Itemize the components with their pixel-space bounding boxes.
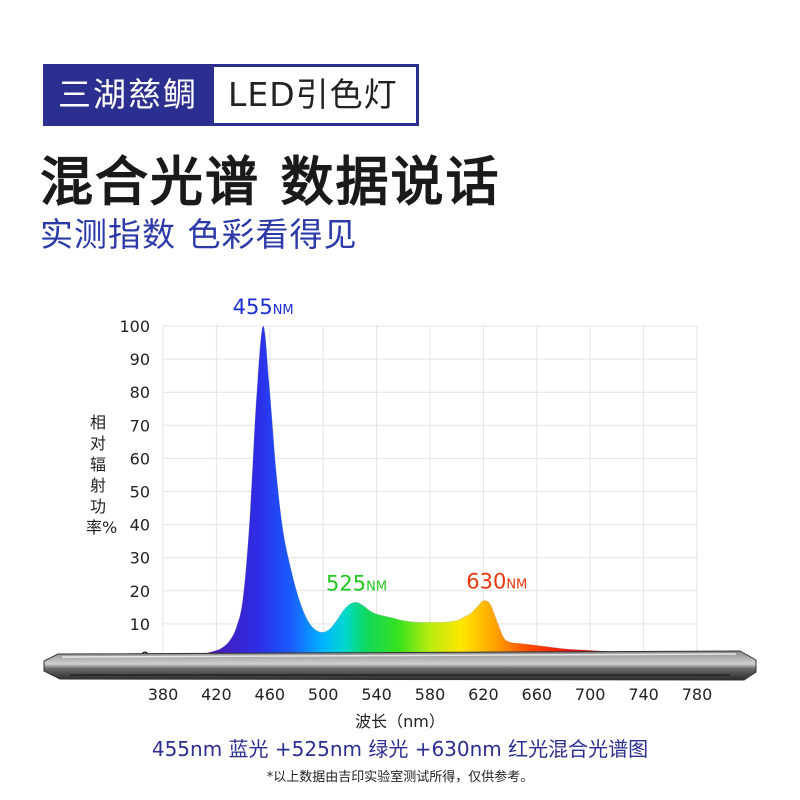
y-tick-label: 20 — [130, 582, 150, 601]
y-tick-label: 10 — [130, 615, 150, 634]
chart-caption: 455nm 蓝光 +525nm 绿光 +630nm 红光混合光谱图 — [151, 737, 649, 761]
x-tick-label: 420 — [201, 685, 232, 704]
y-tick-label: 60 — [130, 449, 150, 468]
x-tick-label: 620 — [468, 685, 499, 704]
y-tick-label: 100 — [119, 317, 150, 336]
peak-label-unit: NM — [506, 578, 527, 593]
peak-label: 455NM — [233, 295, 294, 319]
peak-label: 525NM — [326, 571, 387, 595]
y-tick-label: 40 — [130, 516, 150, 535]
peak-label-value: 525 — [326, 571, 366, 595]
x-axis-ticks: 380 420 460 500 540 580 620 660 700 740 780 — [148, 685, 713, 704]
product-name: LED引色灯 — [214, 67, 416, 123]
x-tick-label: 660 — [522, 685, 553, 704]
x-tick-label: 540 — [361, 685, 392, 704]
y-axis-label: 相对辐射功率% — [86, 413, 118, 537]
footnote: *以上数据由吉印实验室测试所得，仅供参考。 — [266, 770, 534, 785]
page-subtitle: 实测指数 色彩看得见 — [40, 215, 358, 254]
x-tick-label: 460 — [255, 685, 286, 704]
x-tick-label: 580 — [415, 685, 446, 704]
y-tick-label: 80 — [130, 383, 150, 402]
lamp-fixture — [43, 650, 757, 681]
peak-label-unit: NM — [273, 303, 294, 318]
y-tick-label: 70 — [130, 416, 150, 435]
peak-label-value: 455 — [233, 295, 273, 319]
brand-name: 三湖慈鲷 — [46, 67, 214, 123]
y-axis-ticks: 0102030405060708090100 — [119, 317, 150, 667]
peak-label-unit: NM — [366, 579, 387, 594]
peak-label-value: 630 — [466, 570, 506, 594]
y-tick-label: 90 — [130, 350, 150, 369]
x-tick-label: 740 — [628, 685, 659, 704]
spectrum-area — [163, 325, 697, 657]
x-axis-label: 波长（nm） — [355, 712, 445, 731]
y-tick-label: 50 — [130, 483, 150, 502]
x-tick-label: 780 — [682, 685, 713, 704]
x-tick-label: 500 — [308, 685, 339, 704]
x-tick-label: 700 — [575, 685, 606, 704]
brand-badge: 三湖慈鲷 LED引色灯 — [43, 64, 419, 126]
x-tick-label: 380 — [148, 685, 179, 704]
spectrum-line — [162, 325, 698, 658]
page-title: 混合光谱 数据说话 — [40, 152, 501, 213]
y-tick-label: 30 — [130, 549, 150, 568]
peak-label: 630NM — [466, 570, 527, 594]
